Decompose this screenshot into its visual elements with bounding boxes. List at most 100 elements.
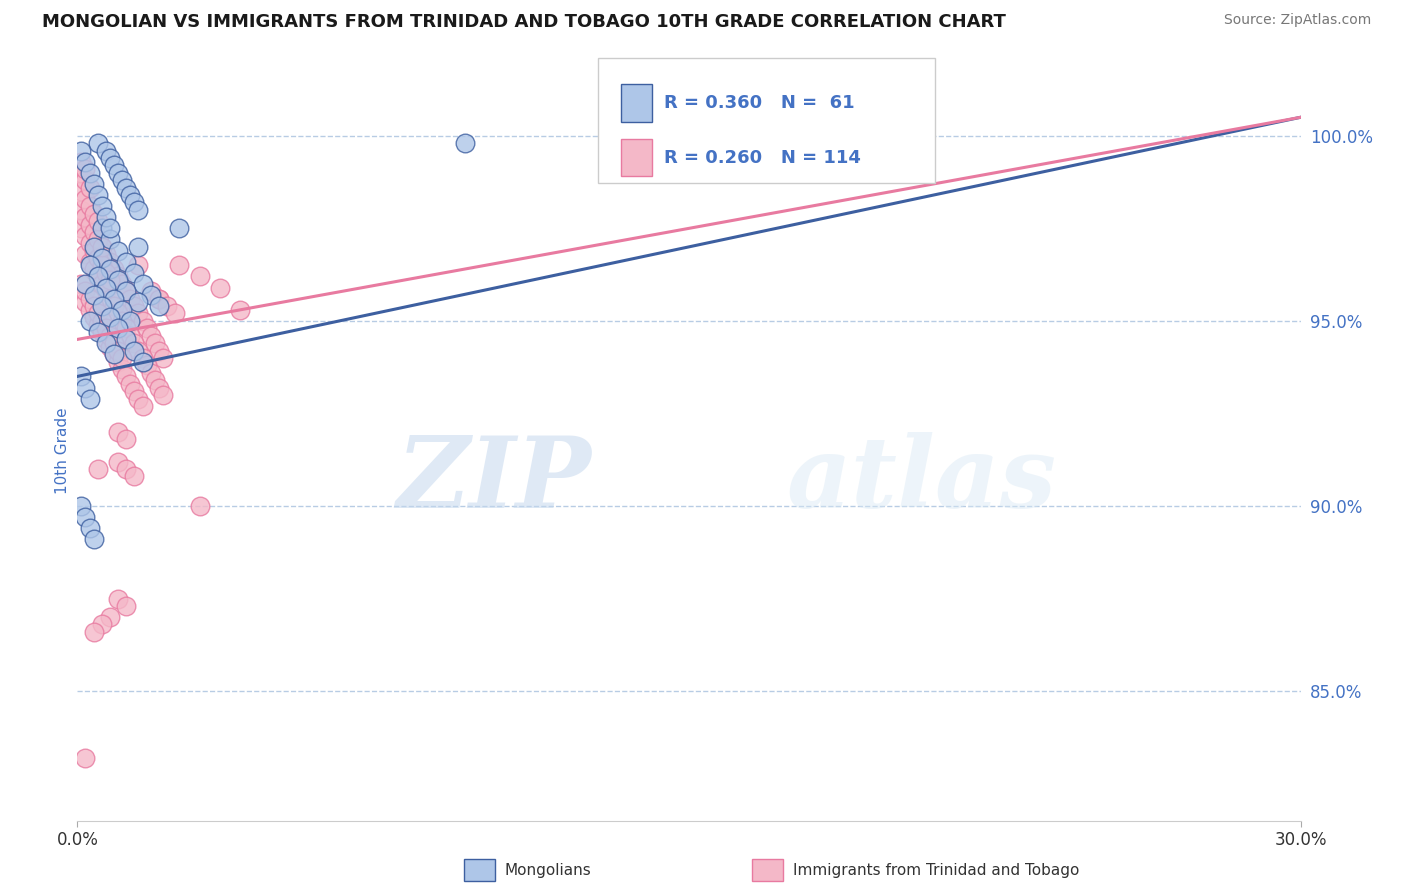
Point <box>94 247 117 261</box>
Point <box>83 225 105 239</box>
Point <box>139 328 162 343</box>
Point <box>115 321 138 335</box>
Point <box>83 533 105 547</box>
Point <box>94 285 117 299</box>
Point <box>124 195 146 210</box>
Point <box>98 262 121 277</box>
Point <box>94 336 117 351</box>
Point <box>107 273 129 287</box>
Point <box>120 376 142 391</box>
Point <box>699 136 721 151</box>
Point <box>87 232 110 246</box>
Text: R = 0.360   N =  61: R = 0.360 N = 61 <box>664 94 855 112</box>
Point <box>79 218 101 232</box>
Point <box>103 347 125 361</box>
Point <box>188 269 211 284</box>
Point <box>87 325 110 339</box>
Point <box>103 292 125 306</box>
Point <box>169 221 191 235</box>
Point <box>70 369 93 384</box>
Point <box>83 262 105 277</box>
Point <box>127 343 149 358</box>
Point <box>115 462 138 476</box>
Point <box>111 302 134 317</box>
Point <box>90 617 112 632</box>
Point <box>79 254 101 268</box>
Point <box>124 384 146 399</box>
Point <box>188 499 211 513</box>
Point <box>90 199 112 213</box>
Point <box>90 221 112 235</box>
Text: ZIP: ZIP <box>396 432 591 528</box>
Text: Source: ZipAtlas.com: Source: ZipAtlas.com <box>1223 13 1371 28</box>
Point <box>115 285 138 299</box>
Point <box>94 321 117 335</box>
Point <box>90 314 112 328</box>
Point <box>107 354 129 368</box>
Point <box>111 314 134 328</box>
Point <box>98 610 121 624</box>
Point <box>107 425 129 439</box>
Point <box>107 166 129 180</box>
Point <box>120 314 142 328</box>
Point <box>70 154 93 169</box>
Point <box>75 192 97 206</box>
Point <box>127 295 149 310</box>
Point <box>131 314 153 328</box>
Point <box>98 292 121 306</box>
Point <box>75 162 97 177</box>
Point <box>87 462 110 476</box>
Point <box>103 336 125 351</box>
Point <box>143 373 166 387</box>
Point <box>131 399 153 413</box>
Point <box>152 388 174 402</box>
Point <box>87 306 110 320</box>
Point <box>152 351 174 365</box>
Point <box>83 177 105 191</box>
Point <box>87 136 110 151</box>
Point <box>107 306 129 320</box>
Point <box>107 454 129 468</box>
Point <box>90 251 112 265</box>
Point <box>103 262 125 277</box>
Point <box>75 380 97 394</box>
Point <box>111 351 134 365</box>
Point <box>103 158 125 172</box>
Point <box>98 273 121 287</box>
Point <box>165 306 187 320</box>
Point <box>70 202 93 217</box>
Point <box>111 277 134 291</box>
Point <box>131 354 153 368</box>
Point <box>98 254 121 268</box>
Point <box>75 211 97 225</box>
Text: atlas: atlas <box>787 432 1057 528</box>
Point <box>75 510 97 524</box>
Point <box>90 325 112 339</box>
Point <box>90 240 112 254</box>
Point <box>94 280 117 294</box>
Point <box>87 269 110 284</box>
Point <box>70 166 93 180</box>
Point <box>90 240 112 254</box>
Point <box>169 258 191 272</box>
Point <box>79 521 101 535</box>
Point <box>111 362 134 376</box>
Point <box>98 151 121 165</box>
Point <box>115 332 138 346</box>
Point <box>143 336 166 351</box>
Point <box>79 236 101 251</box>
Point <box>94 332 117 346</box>
Point <box>94 144 117 158</box>
Text: R = 0.260   N = 114: R = 0.260 N = 114 <box>664 149 860 167</box>
Point <box>83 244 105 258</box>
Point <box>135 321 157 335</box>
Point <box>107 269 129 284</box>
Text: Mongolians: Mongolians <box>505 863 592 878</box>
Point <box>148 292 170 306</box>
Point <box>94 266 117 280</box>
Point <box>79 218 101 232</box>
Point <box>87 232 110 246</box>
Point <box>139 288 162 302</box>
Point <box>115 369 138 384</box>
Point <box>70 499 93 513</box>
